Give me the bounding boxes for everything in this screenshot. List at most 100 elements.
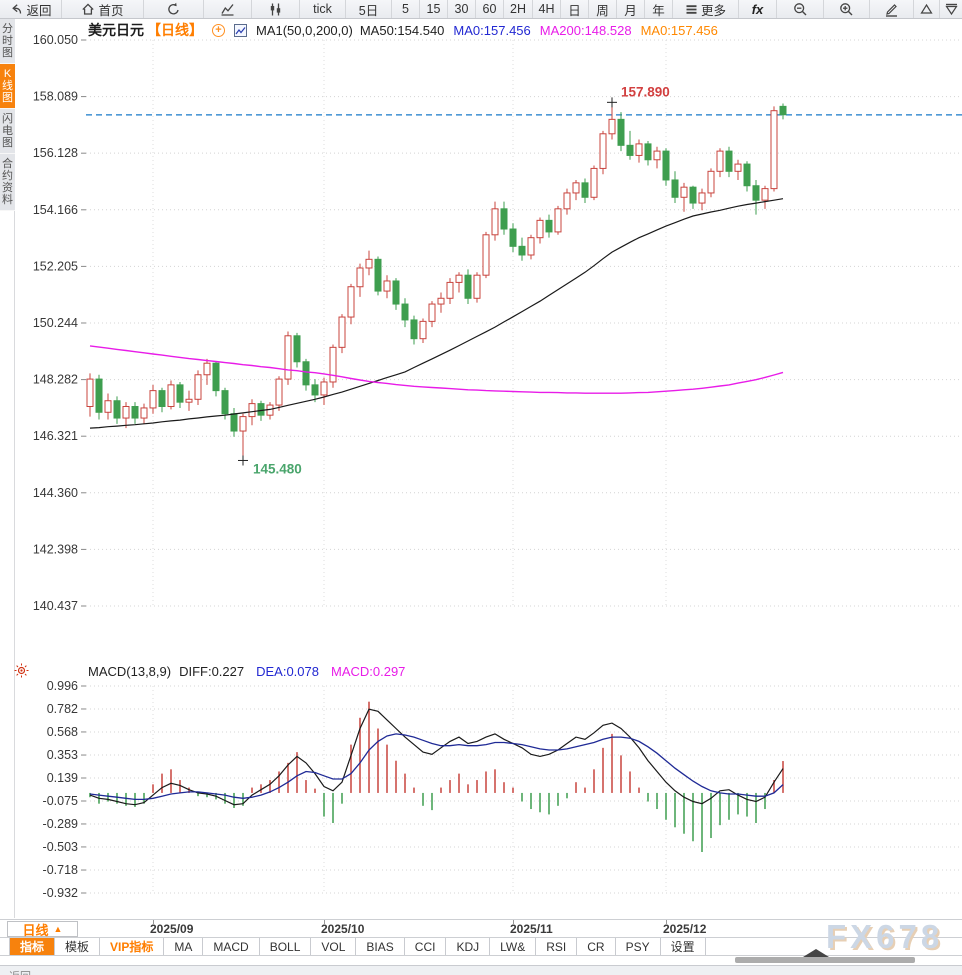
indicator-settings-icon[interactable] — [13, 662, 30, 684]
svg-text:152.205: 152.205 — [33, 259, 78, 273]
x-axis-tick — [324, 920, 325, 924]
tab-templates[interactable]: 模板 — [55, 938, 101, 955]
zoom-in-button[interactable] — [824, 0, 870, 18]
timeframe-day[interactable]: 日 — [561, 0, 589, 18]
tab-cci[interactable]: CCI — [405, 938, 447, 955]
svg-text:154.166: 154.166 — [33, 203, 78, 217]
x-axis-row: 日线 ▲ 2025/09 2025/10 2025/11 2025/12 — [0, 919, 962, 938]
timeframe-month[interactable]: 月 — [617, 0, 645, 18]
back-icon — [9, 2, 23, 16]
horizontal-scrollbar[interactable] — [735, 957, 915, 963]
svg-text:-0.289: -0.289 — [43, 817, 78, 831]
x-axis-tick — [513, 920, 514, 924]
expand-panel-button[interactable] — [914, 0, 940, 18]
tab-macd[interactable]: MACD — [203, 938, 260, 955]
tab-rsi[interactable]: RSI — [536, 938, 578, 955]
sidebar-item-contract-info[interactable]: 合约资料 — [0, 154, 15, 211]
pencil-icon — [884, 2, 899, 17]
macd-settings: MACD(13,8,9) — [88, 664, 172, 679]
svg-text:0.996: 0.996 — [47, 679, 78, 693]
svg-text:142.398: 142.398 — [33, 542, 78, 556]
svg-text:140.437: 140.437 — [33, 599, 78, 613]
svg-text:0.782: 0.782 — [47, 702, 78, 716]
tab-vol[interactable]: VOL — [311, 938, 357, 955]
svg-text:150.244: 150.244 — [33, 316, 78, 330]
bottom-partial-row: 返回 — [0, 965, 962, 975]
top-toolbar: 返回 首页 tick 5日 5 15 30 60 2H 4H 日 周 月 年 更… — [0, 0, 962, 19]
tab-boll[interactable]: BOLL — [260, 938, 312, 955]
candle-mode-button[interactable] — [252, 0, 300, 18]
macd-header: MACD(13,8,9) DIFF:0.227 DEA:0.078 MACD:0… — [88, 664, 405, 679]
fx-indicator-button[interactable]: fx — [739, 0, 777, 18]
period-label: 【日线】 — [147, 22, 203, 38]
zoom-out-button[interactable] — [777, 0, 824, 18]
home-label: 首页 — [98, 3, 124, 18]
refresh-icon — [166, 2, 181, 17]
tab-kdj[interactable]: KDJ — [446, 938, 491, 955]
home-icon — [81, 2, 95, 16]
x-axis-label: 2025/10 — [321, 922, 365, 936]
svg-text:-0.075: -0.075 — [43, 794, 78, 808]
refresh-button[interactable] — [144, 0, 204, 18]
ma-settings: MA1(50,0,200,0) — [256, 22, 353, 38]
svg-text:-0.503: -0.503 — [43, 840, 78, 854]
zoom-in-icon — [839, 2, 854, 17]
tab-vip-indicators[interactable]: VIP指标 — [100, 938, 165, 955]
sidebar-item-kline-chart[interactable]: K线图 — [0, 64, 15, 109]
scrollbar-grip-icon[interactable] — [803, 949, 829, 957]
collapse-panel-button[interactable] — [940, 0, 962, 18]
tab-bias[interactable]: BIAS — [356, 938, 405, 955]
svg-text:156.128: 156.128 — [33, 146, 78, 160]
x-axis-tick — [153, 920, 154, 924]
ma200-value: MA200:148.528 — [539, 22, 632, 38]
timeframe-30m[interactable]: 30 — [448, 0, 476, 18]
back-label: 返回 — [26, 3, 52, 18]
add-indicator-icon[interactable]: + — [212, 23, 225, 37]
svg-text:146.321: 146.321 — [33, 429, 78, 443]
timeframe-tick[interactable]: tick — [300, 0, 346, 18]
x-axis-tick — [666, 920, 667, 924]
x-axis-label: 2025/12 — [663, 922, 707, 936]
timeframe-60m[interactable]: 60 — [476, 0, 504, 18]
timeframe-week[interactable]: 周 — [589, 0, 617, 18]
svg-text:-0.932: -0.932 — [43, 886, 78, 900]
triangle-down-icon — [944, 2, 959, 17]
triangle-up-icon — [919, 2, 934, 17]
area-chart-mode-button[interactable] — [204, 0, 252, 18]
svg-text:0.568: 0.568 — [47, 725, 78, 739]
tab-lw[interactable]: LW& — [490, 938, 537, 955]
tab-cr[interactable]: CR — [577, 938, 616, 955]
macd-macd-value: MACD:0.297 — [330, 664, 406, 679]
timeframe-5m[interactable]: 5 — [392, 0, 420, 18]
draw-tool-button[interactable] — [870, 0, 914, 18]
timeframe-4h[interactable]: 4H — [533, 0, 561, 18]
timeframe-5d[interactable]: 5日 — [346, 0, 392, 18]
svg-text:160.050: 160.050 — [33, 33, 78, 47]
ma50-value: MA50:154.540 — [359, 22, 445, 38]
back-button[interactable]: 返回 — [0, 0, 62, 18]
tab-settings[interactable]: 设置 — [661, 938, 706, 955]
ma0-value-orange: MA0:157.456 — [640, 22, 718, 38]
tab-indicators[interactable]: 指标 — [10, 938, 56, 955]
tab-stub — [0, 938, 10, 955]
zoom-out-icon — [793, 2, 808, 17]
timeframe-year[interactable]: 年 — [645, 0, 673, 18]
period-selector-button[interactable]: 日线 ▲ — [7, 921, 78, 938]
tab-psy[interactable]: PSY — [616, 938, 661, 955]
timeframe-2h[interactable]: 2H — [504, 0, 533, 18]
mountain-chart-icon — [220, 2, 235, 17]
tab-ma[interactable]: MA — [164, 938, 204, 955]
fx-icon: fx — [751, 1, 764, 17]
chart-canvas[interactable] — [86, 40, 962, 900]
home-button[interactable]: 首页 — [62, 0, 144, 18]
svg-text:0.139: 0.139 — [47, 771, 78, 785]
more-button[interactable]: 更多 — [673, 0, 739, 18]
x-axis-label: 2025/11 — [510, 922, 553, 936]
timeframe-15m[interactable]: 15 — [420, 0, 448, 18]
chart-type-sidebar: 分时图 K线图 闪电图 合约资料 — [0, 19, 15, 918]
indicator-tabs-row: 指标 模板 VIP指标 MA MACD BOLL VOL BIAS CCI KD… — [0, 938, 962, 956]
partial-back-label: 返回 — [9, 968, 31, 975]
sidebar-item-lightning-chart[interactable]: 闪电图 — [0, 109, 15, 154]
sidebar-item-time-chart[interactable]: 分时图 — [0, 19, 15, 64]
macd-dea-value: DEA:0.078 — [256, 664, 319, 679]
